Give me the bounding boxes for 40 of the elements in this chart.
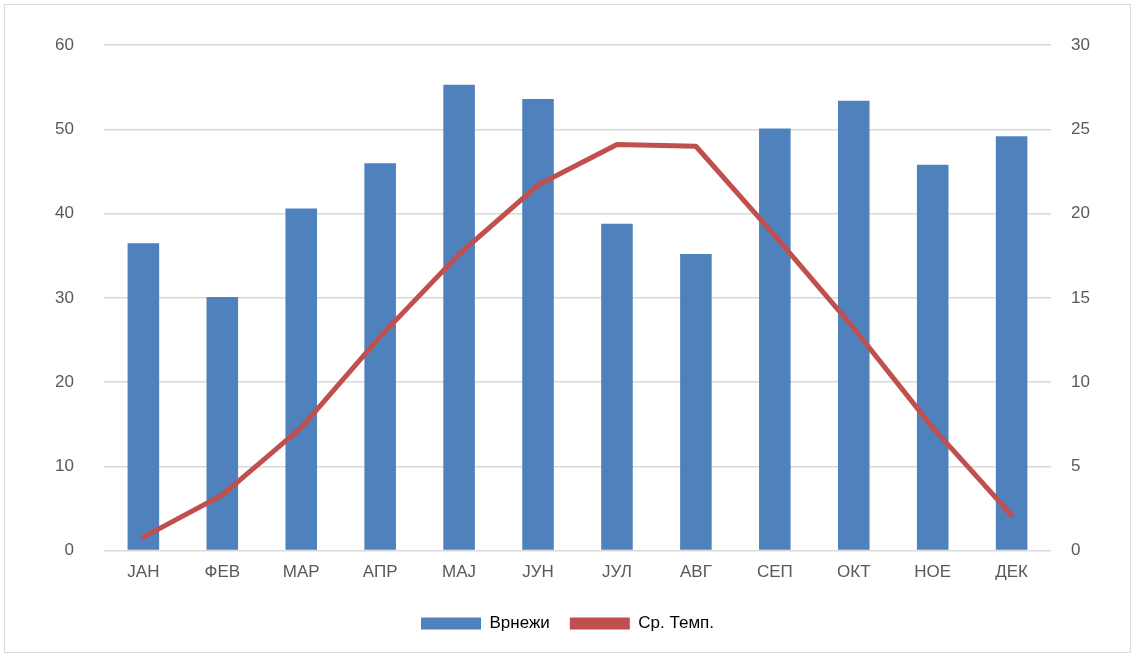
legend-label: Врнежи <box>489 613 550 633</box>
bar <box>995 136 1028 550</box>
bar <box>127 243 160 550</box>
y-tick-label: 40 <box>54 203 74 223</box>
x-tick-label: ЈАН <box>127 562 160 582</box>
y2-tick-label: 25 <box>1071 119 1091 139</box>
y2-tick-label: 5 <box>1071 456 1081 476</box>
bar <box>522 99 554 550</box>
x-tick-label: ЈУЛ <box>602 562 632 582</box>
x-tick-label: ДЕК <box>995 562 1029 582</box>
x-tick-label: ЈУН <box>522 562 554 582</box>
y-tick-label: 0 <box>64 540 74 560</box>
x-tick-label: АВГ <box>679 562 712 582</box>
bar <box>680 254 712 550</box>
bar <box>285 208 318 550</box>
x-tick-label: НОЕ <box>914 562 952 582</box>
y2-tick-label: 20 <box>1071 203 1091 223</box>
bar <box>206 297 239 550</box>
y2-tick-label: 0 <box>1071 540 1081 560</box>
x-tick-label: АПР <box>362 562 398 582</box>
bar <box>837 100 870 550</box>
y-tick-label: 50 <box>54 119 74 139</box>
y2-tick-label: 30 <box>1071 34 1091 54</box>
bar <box>916 164 949 550</box>
bar <box>443 84 475 550</box>
bar <box>759 128 791 550</box>
y2-tick-label: 10 <box>1071 371 1091 391</box>
y-tick-label: 30 <box>54 287 74 307</box>
x-tick-label: МАР <box>282 562 320 582</box>
x-tick-label: СЕП <box>756 562 793 582</box>
y-tick-label: 10 <box>54 456 74 476</box>
y-tick-label: 20 <box>54 371 74 391</box>
x-tick-label: МАЈ <box>442 562 477 582</box>
x-tick-label: ФЕВ <box>204 562 241 582</box>
y2-tick-label: 15 <box>1071 287 1091 307</box>
x-tick-label: ОКТ <box>837 562 871 582</box>
legend-label: Ср. Темп. <box>638 613 715 633</box>
bar <box>364 163 396 550</box>
bar <box>601 223 633 550</box>
y-tick-label: 60 <box>54 34 74 54</box>
